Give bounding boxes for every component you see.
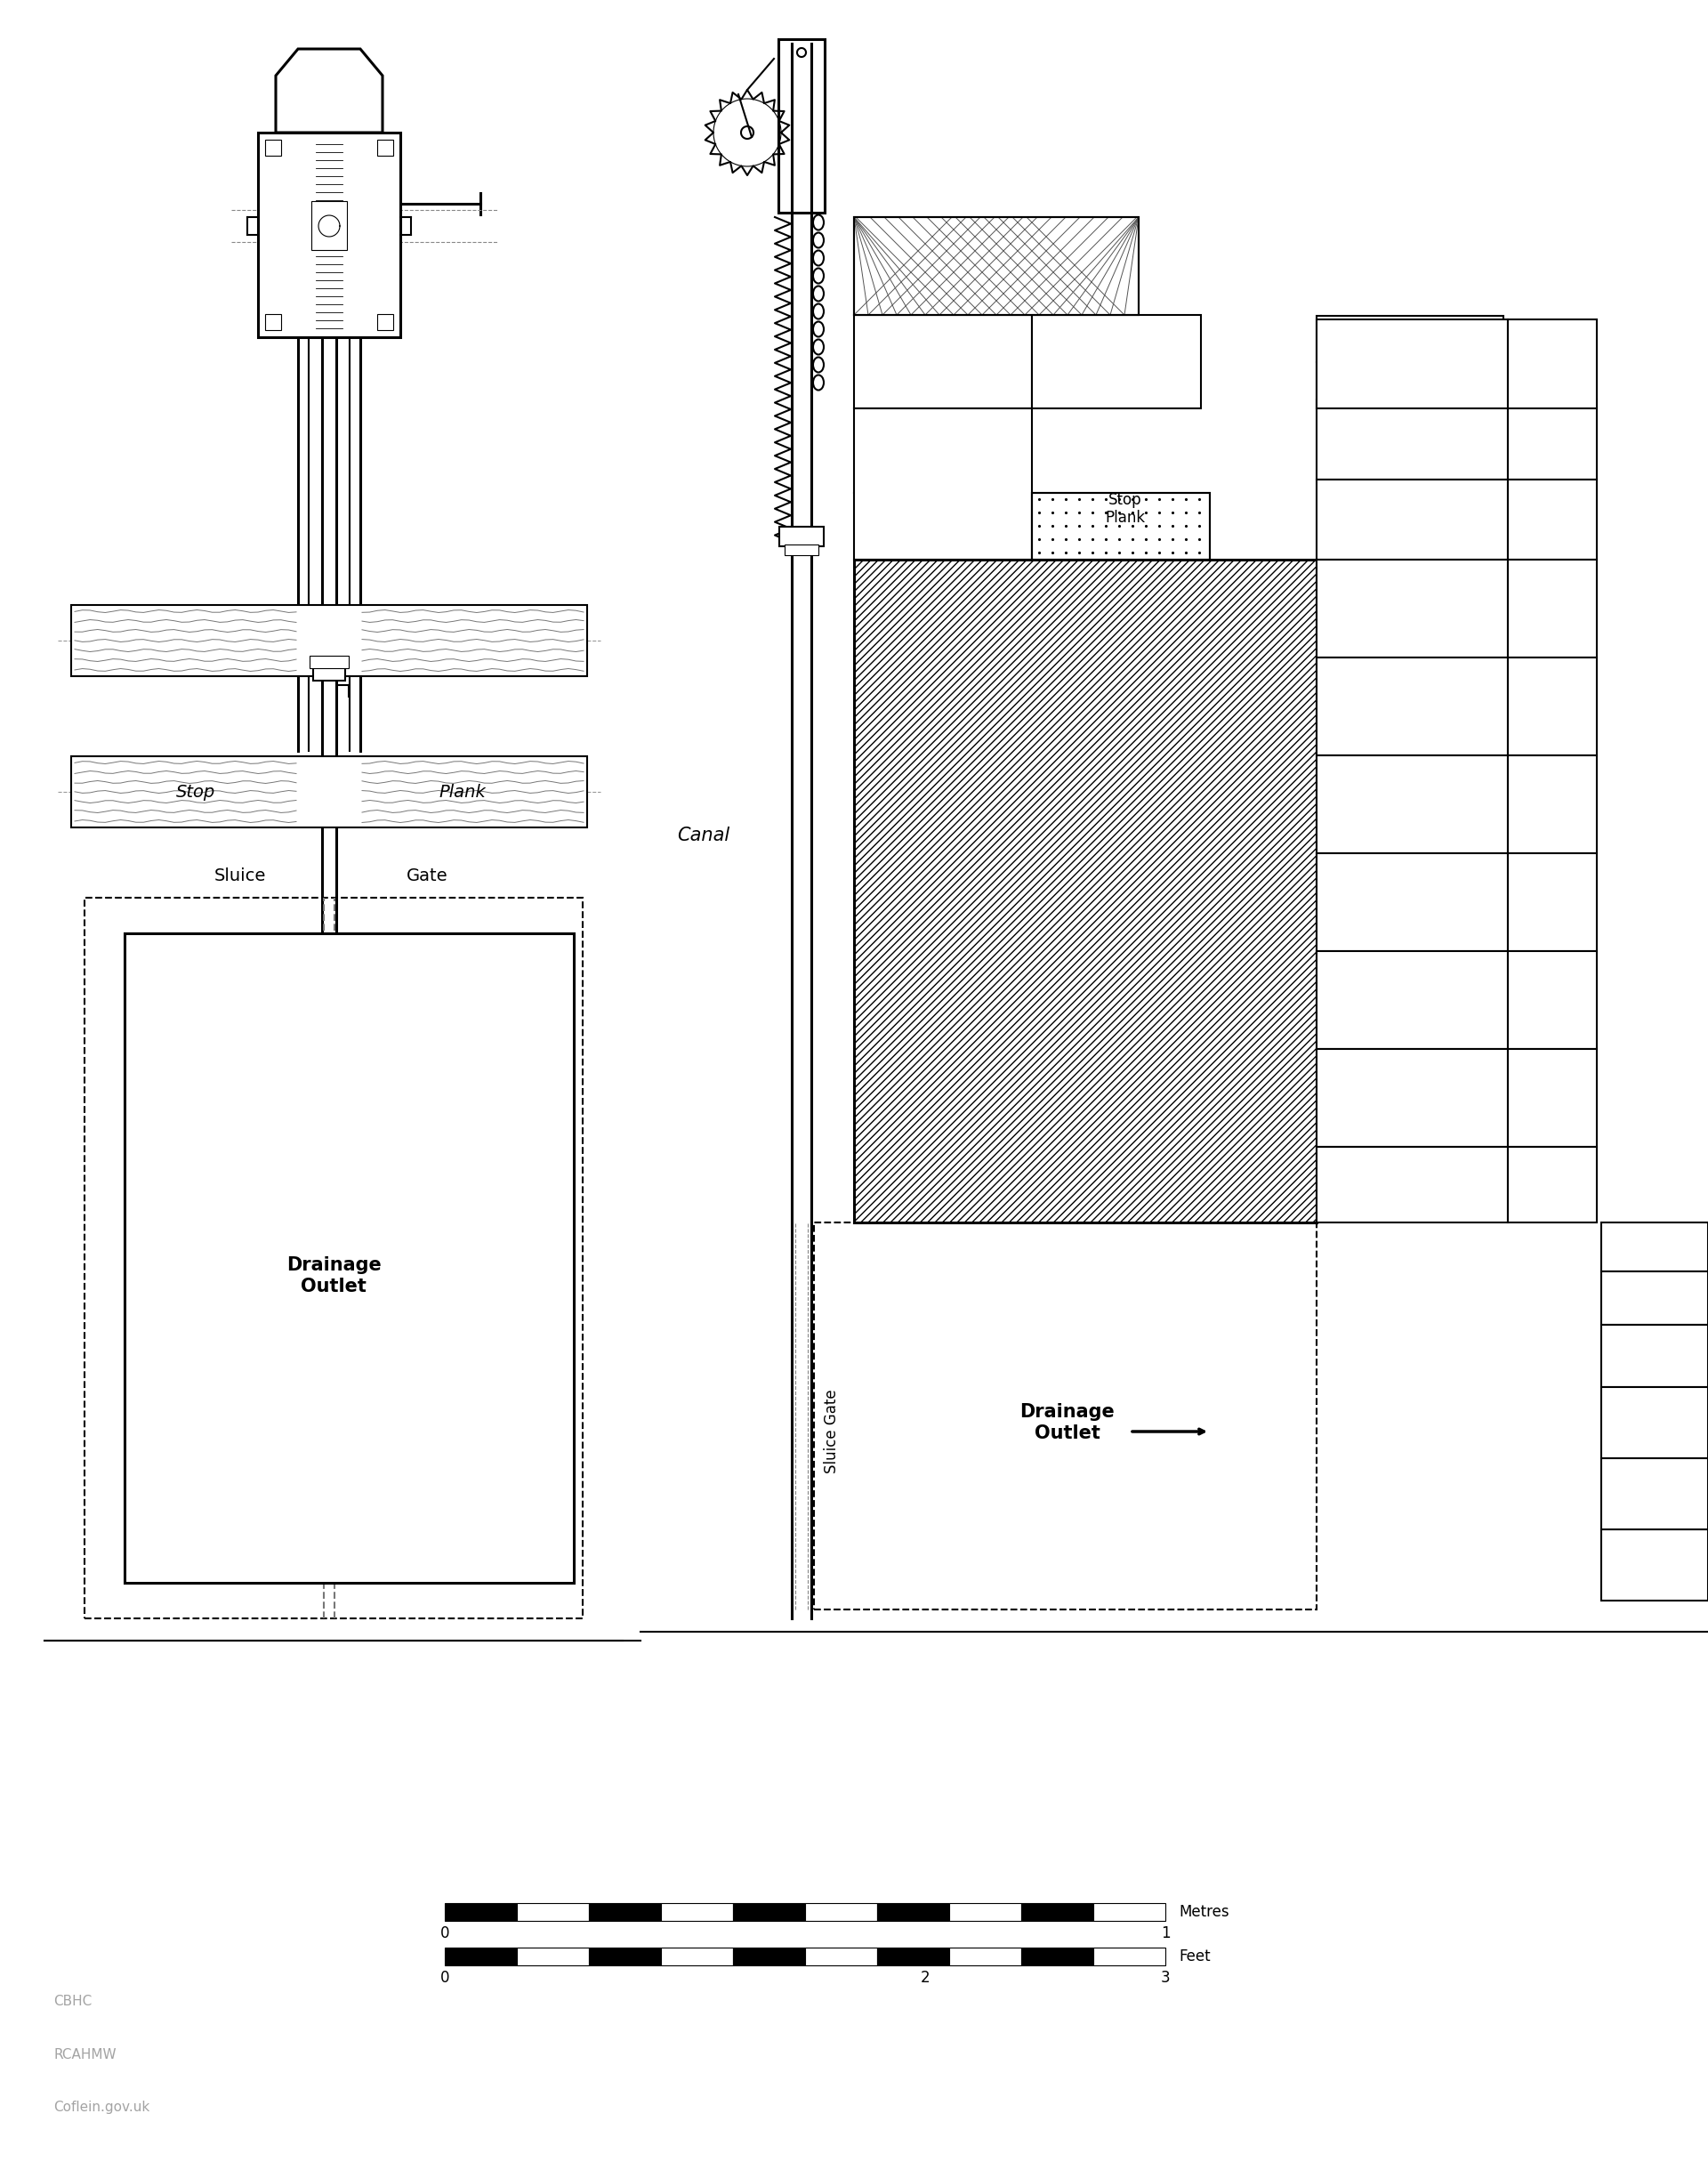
Bar [1508,1048,1597,1146]
Text: Drainage
Outlet: Drainage Outlet [1020,1404,1115,1441]
Bar [950,1903,1021,1920]
Bar [804,1946,878,1966]
Bar [1508,755,1597,853]
Bar [854,560,1317,1222]
Bar [1021,1903,1093,1920]
Bar [377,139,393,156]
Bar [311,202,347,250]
Bar [1317,480,1508,560]
Text: Plank: Plank [439,783,487,801]
Bar [1508,319,1597,408]
Bar [784,545,818,556]
Bar [1032,315,1201,408]
Bar [733,1946,804,1966]
Bar [878,1946,950,1966]
Bar [258,132,400,336]
Bar [72,757,588,827]
Bar [661,1903,733,1920]
Bar [1508,560,1597,658]
Text: Gate: Gate [407,868,447,885]
Bar [661,1946,733,1966]
Text: 1: 1 [1161,1925,1170,1942]
Bar [1508,853,1597,950]
Bar [854,217,1139,315]
Bar [1032,493,1209,560]
Bar [518,1903,589,1920]
Bar [1508,950,1597,1048]
Bar [1317,755,1508,853]
Bar [878,1903,950,1920]
Bar [1317,1146,1508,1222]
Bar [1508,1146,1597,1222]
Text: CBHC: CBHC [53,1994,92,2007]
Bar [589,1903,661,1920]
Bar [733,1903,804,1920]
Bar [518,1946,589,1966]
Bar [1602,1530,1708,1601]
Bar [265,315,282,330]
Text: 3: 3 [1161,1970,1170,1986]
Text: Drainage
Outlet: Drainage Outlet [287,1256,381,1295]
Text: Sluice Gate: Sluice Gate [823,1389,840,1473]
Bar [125,933,574,1582]
Bar [854,217,1139,315]
Bar [854,315,1032,408]
Bar [313,662,345,681]
Bar [1317,560,1508,658]
Bar [1317,317,1503,362]
Text: Metres: Metres [1179,1903,1230,1920]
Bar [84,898,582,1619]
Text: Stop: Stop [176,783,215,801]
Text: Coflein.gov.uk: Coflein.gov.uk [53,2101,150,2114]
Text: RCAHMW: RCAHMW [53,2048,116,2062]
Bar [309,655,348,668]
Bar [444,1903,518,1920]
Text: Water Level: Water Level [861,473,948,488]
Bar [1602,1458,1708,1530]
Bar [589,1946,661,1966]
Text: 2: 2 [921,1970,929,1986]
Bar [779,527,823,547]
Bar [1021,1946,1093,1966]
Bar [815,1222,1317,1610]
Bar [1508,480,1597,560]
Text: Feet: Feet [1179,1949,1211,1964]
Bar [377,315,393,330]
Text: Sluice: Sluice [214,868,266,885]
Bar [1317,399,1508,480]
Bar [1602,1222,1708,1272]
Bar [804,1903,878,1920]
Bar [1508,399,1597,480]
Bar [1602,1272,1708,1324]
Bar [444,1946,518,1966]
Bar [1317,362,1503,408]
Text: 0: 0 [441,1925,449,1942]
Bar [1317,319,1508,408]
Bar [950,1946,1021,1966]
Bar [1032,493,1209,560]
Polygon shape [275,50,383,132]
Text: Canal: Canal [676,827,729,844]
Bar [265,139,282,156]
Bar [854,408,1032,560]
Bar [779,39,825,213]
Bar [1602,1324,1708,1387]
Bar [1602,1387,1708,1458]
Bar [1317,950,1508,1048]
Bar [1508,658,1597,755]
Text: 0: 0 [441,1970,449,1986]
Bar [1093,1903,1165,1920]
Bar [1317,658,1508,755]
Bar [1317,853,1508,950]
Text: Stop
Plank: Stop Plank [1105,493,1146,525]
Bar [72,605,588,677]
Bar [1093,1946,1165,1966]
Bar [1317,1048,1508,1146]
